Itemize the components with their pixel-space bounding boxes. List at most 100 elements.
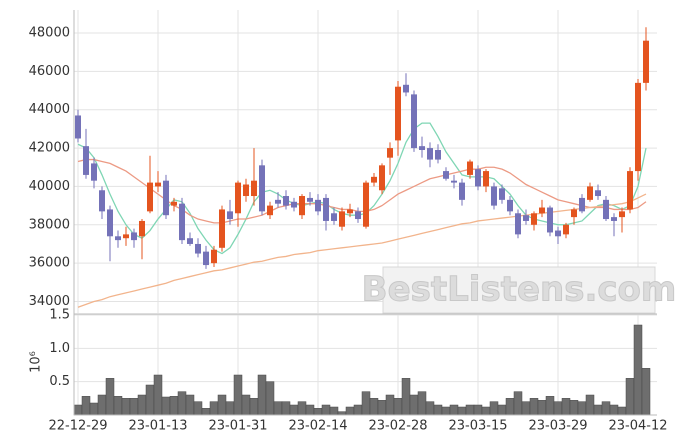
candle-body [411, 94, 417, 149]
volume-bar [569, 400, 579, 416]
y-tick-label: 1.5 [49, 308, 70, 323]
volume-bar [305, 404, 315, 416]
volume-bar [209, 401, 219, 416]
candle-body [555, 230, 561, 237]
x-tick-label: 23-02-14 [288, 419, 347, 434]
candle-body [179, 203, 185, 241]
candle-body [139, 220, 145, 237]
candle-body [395, 86, 401, 141]
y-tick-label: 34000 [29, 294, 70, 309]
volume-bar [161, 396, 171, 416]
volume-bar [273, 401, 283, 416]
candle-body [635, 82, 641, 172]
x-tick-label: 23-03-15 [448, 419, 507, 434]
candle-body [531, 213, 537, 225]
candle-body [515, 213, 521, 235]
y-tick-label: 44000 [29, 102, 70, 117]
volume-bar [249, 398, 259, 416]
candle-body [315, 199, 321, 212]
candle-body [331, 213, 337, 221]
candle-body [147, 182, 153, 212]
candle-body [603, 199, 609, 220]
volume-bar [585, 394, 595, 416]
candle-body [579, 197, 585, 212]
candle-body [371, 176, 377, 183]
candle-body [491, 186, 497, 206]
volume-bar [281, 401, 291, 416]
volume-bar [377, 400, 387, 416]
volume-bar [97, 394, 107, 416]
volume-bar [521, 401, 531, 416]
candle-body [99, 190, 105, 212]
candle-body [227, 211, 233, 220]
volume-bar [481, 406, 491, 416]
candle-body [627, 171, 633, 210]
volume-bar [425, 401, 435, 416]
y-unit-label: 10⁶ [29, 351, 44, 373]
x-tick-label: 23-01-31 [208, 419, 267, 434]
x-tick-label: 22-12-29 [48, 419, 107, 434]
candle-body [299, 196, 305, 216]
volume-bar [577, 401, 587, 416]
candle-body [291, 201, 297, 208]
volume-bar [545, 396, 555, 416]
volume-bar [89, 402, 99, 416]
x-tick-label: 23-02-28 [368, 419, 427, 434]
candle-body [443, 171, 449, 179]
volume-bar [353, 404, 363, 416]
volume-bar [361, 391, 371, 416]
volume-bar [449, 404, 459, 416]
volume-bar [489, 401, 499, 416]
volume-bar [185, 394, 195, 416]
volume-bar [265, 381, 275, 416]
candle-body [587, 186, 593, 200]
x-tick-label: 23-04-12 [608, 419, 667, 434]
candle-body [195, 243, 201, 254]
y-tick-label: 42000 [29, 141, 70, 156]
candle-body [523, 215, 529, 221]
candle-body [235, 182, 241, 214]
candle-body [435, 149, 441, 160]
volume-bar [369, 398, 379, 416]
volume-bar [513, 391, 523, 416]
volume-bar [145, 384, 155, 416]
volume-bar [169, 396, 179, 416]
volume-bar [497, 404, 507, 416]
volume-bar [625, 378, 635, 416]
candle-body [163, 180, 169, 216]
volume-bar [241, 394, 251, 416]
candle-body [115, 236, 121, 241]
candle-body [267, 205, 273, 216]
candle-body [643, 40, 649, 83]
y-tick-label: 36000 [29, 256, 70, 271]
candle-body [123, 234, 129, 239]
volume-bar [81, 396, 91, 416]
volume-bar [257, 374, 267, 416]
candle-body [203, 251, 209, 266]
volume-bar [121, 398, 131, 416]
candle-body [459, 182, 465, 200]
candle-body [387, 148, 393, 158]
candle-body [507, 199, 513, 212]
candle-body [499, 188, 505, 200]
volume-bar [641, 368, 651, 416]
volume-bar [113, 396, 123, 416]
candle-body [619, 211, 625, 218]
watermark-box: BestListens.com [361, 266, 675, 314]
candle-body [243, 184, 249, 197]
candle-body [451, 180, 457, 183]
volume-bar [529, 398, 539, 416]
volume-bar [593, 404, 603, 416]
volume-bar [473, 404, 483, 416]
volume-bar [345, 406, 355, 416]
candle-body [75, 115, 81, 139]
volume-bar [417, 391, 427, 416]
volume-bar [601, 401, 611, 416]
volume-bar [289, 404, 299, 416]
volume-bar [409, 394, 419, 416]
volume-bar [401, 378, 411, 416]
candle-body [107, 209, 113, 237]
y-tick-label: 48000 [29, 26, 70, 41]
candle-body [155, 182, 161, 187]
volume-bar [153, 374, 163, 416]
